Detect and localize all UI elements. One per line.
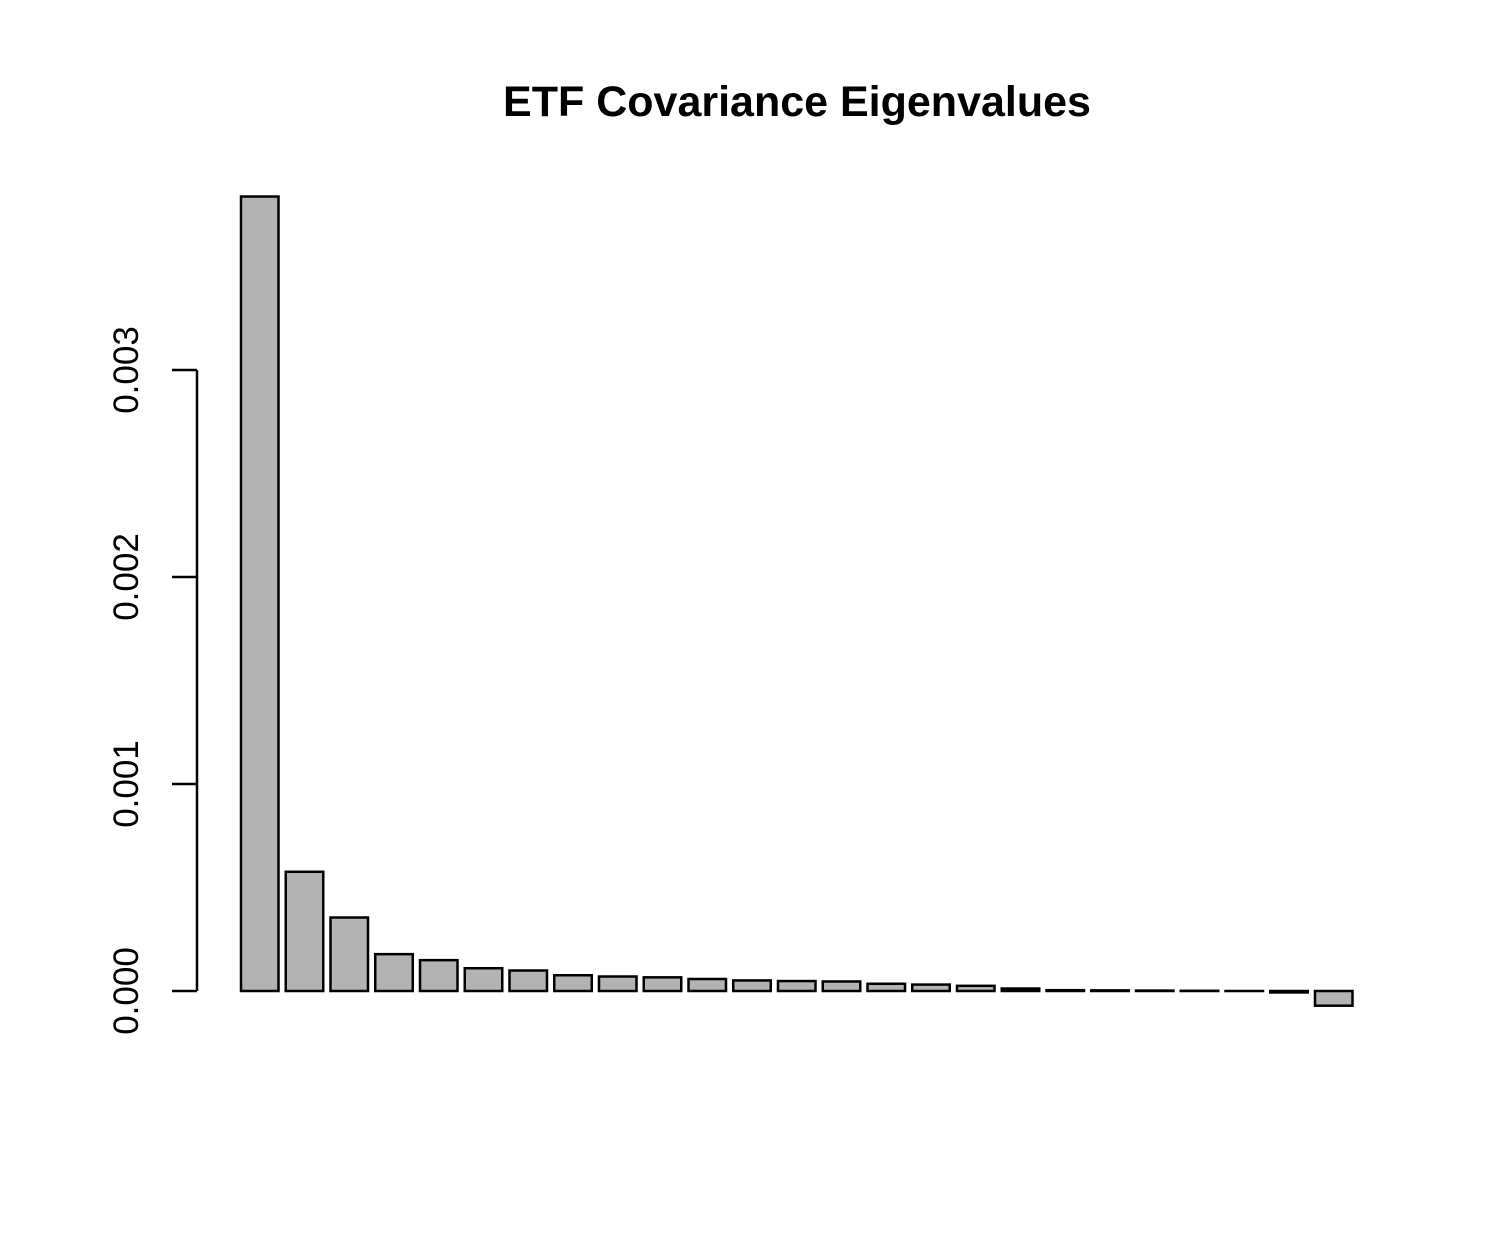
bar-1 bbox=[241, 197, 279, 991]
bar-3 bbox=[331, 918, 369, 991]
bar-16 bbox=[912, 985, 950, 991]
bar-19 bbox=[1047, 990, 1085, 991]
y-tick-label: 0.001 bbox=[107, 740, 146, 828]
y-tick-label: 0.002 bbox=[107, 533, 146, 621]
bar-10 bbox=[644, 977, 682, 991]
chart-title: ETF Covariance Eigenvalues bbox=[503, 78, 1091, 126]
bar-25 bbox=[1315, 991, 1353, 1006]
bar-4 bbox=[375, 954, 413, 991]
bar-5 bbox=[420, 960, 458, 991]
bar-17 bbox=[957, 986, 995, 991]
bar-11 bbox=[689, 979, 727, 991]
bar-9 bbox=[599, 977, 637, 991]
y-axis: 0.000 0.001 0.002 0.003 bbox=[107, 326, 197, 1035]
bars bbox=[241, 197, 1353, 1006]
bar-14 bbox=[823, 981, 861, 991]
y-tick-label: 0.003 bbox=[107, 326, 146, 414]
bar-15 bbox=[868, 984, 906, 991]
bar-8 bbox=[554, 975, 592, 991]
bar-6 bbox=[465, 968, 503, 991]
bar-12 bbox=[733, 980, 771, 991]
bar-13 bbox=[778, 981, 816, 991]
bar-7 bbox=[510, 971, 548, 991]
bar-2 bbox=[286, 872, 324, 991]
bar-18 bbox=[1002, 989, 1040, 991]
y-tick-label: 0.000 bbox=[107, 947, 146, 1035]
bar-24 bbox=[1270, 991, 1308, 992]
bar-20 bbox=[1091, 990, 1129, 991]
